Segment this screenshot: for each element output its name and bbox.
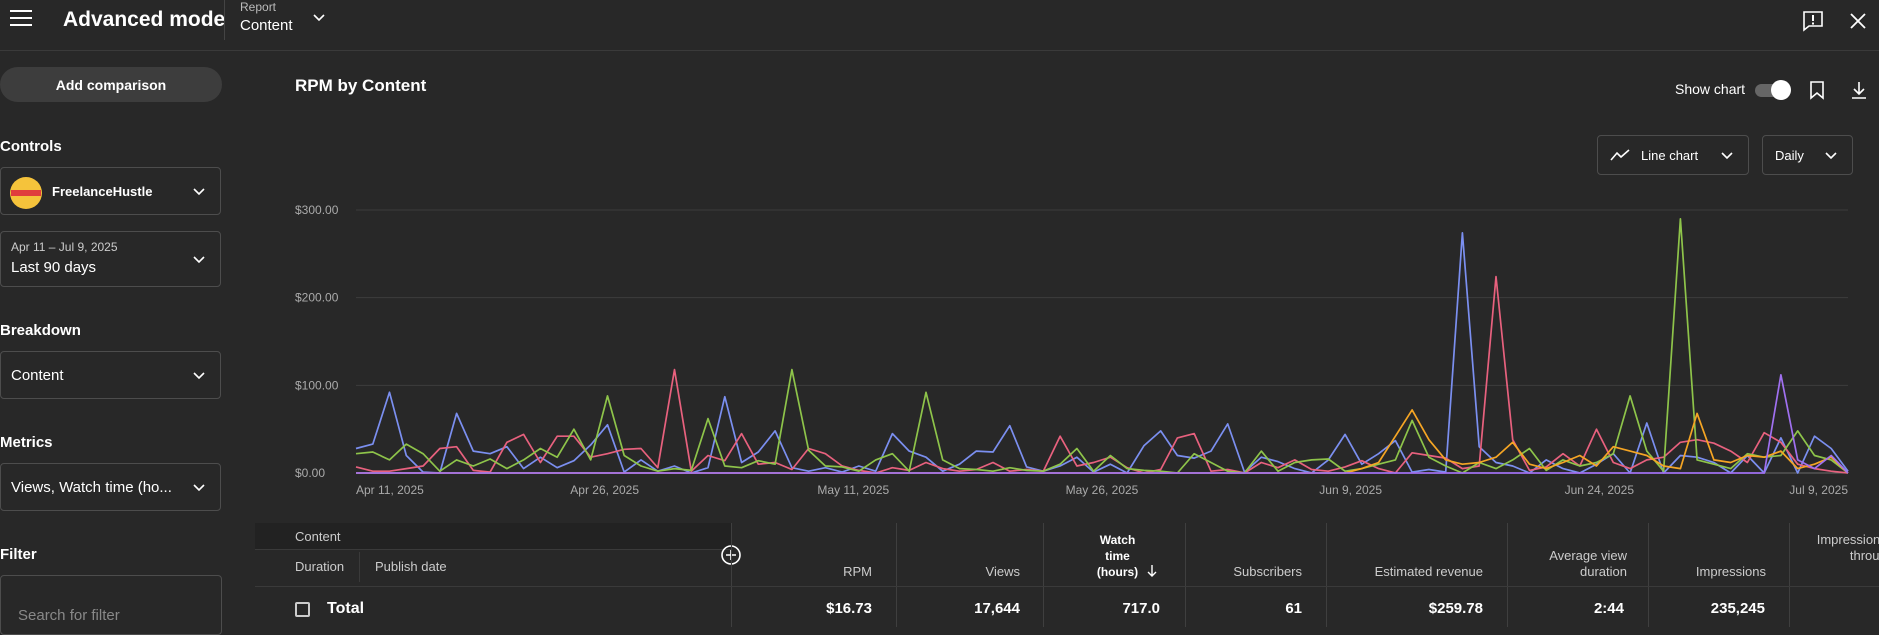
publish-date-column-header[interactable]: Publish date xyxy=(375,559,447,574)
channel-avatar xyxy=(10,177,42,209)
average-view-duration-column-header[interactable]: Average view duration xyxy=(1549,548,1627,579)
y-tick-label: $0.00 xyxy=(295,466,325,480)
series-line-2[interactable] xyxy=(355,275,1849,474)
series-line-5[interactable] xyxy=(356,373,1849,474)
content-column-header[interactable]: Content xyxy=(295,529,341,544)
date-range: Apr 11 – Jul 9, 2025 xyxy=(11,240,118,254)
duration-column-header[interactable]: Duration xyxy=(295,559,345,574)
x-tick-label: Jul 9, 2025 xyxy=(1789,483,1848,497)
series-line-3[interactable] xyxy=(355,217,1849,474)
breakdown-selector[interactable]: Content xyxy=(0,351,221,399)
impressions-column-header[interactable]: Impressions xyxy=(1695,564,1766,579)
divider xyxy=(1648,523,1649,627)
chevron-down-icon xyxy=(1825,152,1837,160)
total-subscribers: 61 xyxy=(1285,600,1302,617)
chevron-down-icon xyxy=(193,484,205,492)
chart-type-selector[interactable]: Line chart xyxy=(1597,135,1749,175)
divider xyxy=(255,549,732,550)
report-label: Report xyxy=(240,0,277,14)
close-icon[interactable] xyxy=(1846,9,1870,33)
page-title: Advanced mode xyxy=(63,8,226,31)
chevron-down-icon xyxy=(193,372,205,380)
series-line-1[interactable] xyxy=(355,231,1849,474)
divider xyxy=(896,523,897,627)
menu-icon[interactable] xyxy=(10,10,32,28)
total-watch-time: 717.0 xyxy=(1122,600,1160,617)
filter-label: Filter xyxy=(0,546,37,563)
rpm-column-header[interactable]: RPM xyxy=(843,564,872,579)
controls-label: Controls xyxy=(0,138,62,155)
breakdown-label: Breakdown xyxy=(0,322,81,339)
sort-descending-icon[interactable] xyxy=(1145,563,1159,579)
chevron-down-icon xyxy=(193,188,205,196)
bookmark-icon[interactable] xyxy=(1806,79,1828,101)
chart-title: RPM by Content xyxy=(295,76,427,95)
divider xyxy=(224,0,225,40)
views-column-header[interactable]: Views xyxy=(985,564,1020,579)
metrics-label: Metrics xyxy=(0,434,53,451)
x-tick-label: May 26, 2025 xyxy=(1066,483,1139,497)
total-impressions-ctr: 4 xyxy=(1820,600,1879,617)
y-tick-label: $200.00 xyxy=(295,291,339,305)
divider xyxy=(1507,523,1508,627)
line-chart-icon xyxy=(1610,149,1630,161)
filter-input[interactable] xyxy=(0,575,222,635)
breakdown-value: Content xyxy=(11,367,64,384)
show-chart-label: Show chart xyxy=(1675,81,1746,97)
divider xyxy=(731,523,732,627)
date-range-selector[interactable]: Apr 11 – Jul 9, 2025 Last 90 days xyxy=(0,231,221,287)
x-tick-label: Apr 26, 2025 xyxy=(570,483,639,497)
channel-selector[interactable]: FreelanceHustle xyxy=(0,167,221,215)
rpm-line-chart: $300.00 $200.00 $100.00 $0.00 Apr 11, 2025 Ap… xyxy=(295,203,1849,497)
chevron-down-icon xyxy=(1721,152,1733,160)
date-preset: Last 90 days xyxy=(11,259,97,276)
download-icon[interactable] xyxy=(1848,79,1870,101)
show-chart-toggle[interactable] xyxy=(1755,80,1791,100)
impressions-ctr-column-header[interactable]: Impressions click-through rate xyxy=(1816,532,1879,563)
divider xyxy=(1185,523,1186,627)
chevron-down-icon xyxy=(193,256,205,264)
x-tick-label: May 11, 2025 xyxy=(817,483,889,497)
report-selector[interactable]: Content xyxy=(240,17,293,34)
chart-type-label: Line chart xyxy=(1641,148,1699,163)
y-tick-label: $300.00 xyxy=(295,203,339,217)
metrics-selector[interactable]: Views, Watch time (ho... xyxy=(0,463,221,511)
total-views: 17,644 xyxy=(974,600,1020,617)
total-impressions: 235,245 xyxy=(1710,600,1765,617)
chevron-down-icon[interactable] xyxy=(311,10,327,26)
divider xyxy=(1043,523,1044,627)
y-tick-label: $100.00 xyxy=(295,378,339,392)
subscribers-column-header[interactable]: Subscribers xyxy=(1233,564,1302,579)
x-tick-label: Apr 11, 2025 xyxy=(356,483,424,497)
x-tick-label: Jun 24, 2025 xyxy=(1565,483,1635,497)
x-tick-label: Jun 9, 2025 xyxy=(1319,483,1382,497)
feedback-icon[interactable] xyxy=(1801,9,1825,33)
total-rpm: $16.73 xyxy=(826,600,872,617)
table-header-bg xyxy=(255,523,732,549)
divider xyxy=(255,586,1879,587)
watch-time-column-header[interactable]: Watch time (hours) xyxy=(1096,533,1139,579)
divider xyxy=(359,552,360,582)
total-average-view-duration: 2:44 xyxy=(1593,600,1624,617)
add-comparison-button[interactable]: Add comparison xyxy=(0,67,222,102)
divider xyxy=(1789,523,1790,627)
total-estimated-revenue: $259.78 xyxy=(1428,600,1483,617)
channel-name: FreelanceHustle xyxy=(52,184,153,199)
interval-label: Daily xyxy=(1775,148,1804,163)
metrics-value: Views, Watch time (ho... xyxy=(11,479,172,496)
divider xyxy=(1326,523,1327,627)
total-row-checkbox[interactable] xyxy=(295,602,310,617)
estimated-revenue-column-header[interactable]: Estimated revenue xyxy=(1374,564,1483,579)
interval-selector[interactable]: Daily xyxy=(1762,135,1853,175)
top-bar: Advanced mode Report Content xyxy=(0,0,1879,51)
total-row-label: Total xyxy=(327,600,365,617)
